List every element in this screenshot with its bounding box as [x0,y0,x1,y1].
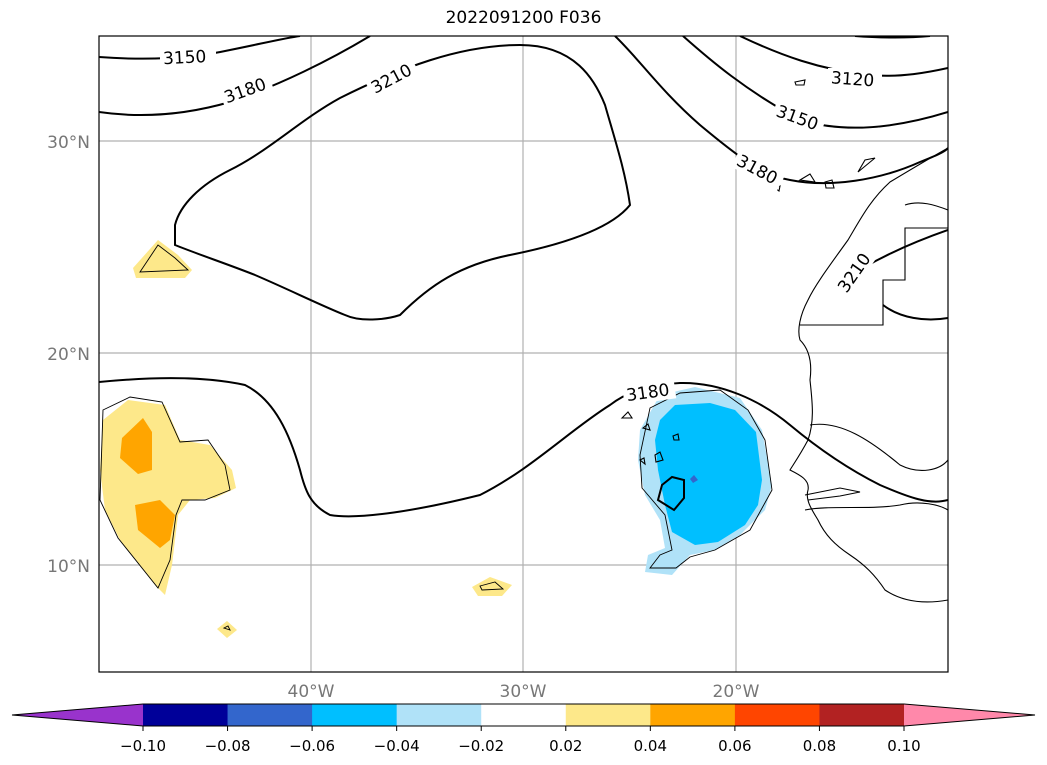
colorbar-tick-label: 0.10 [887,737,920,755]
thick-hexagon [656,475,685,512]
colorbar-tick-label: 0.08 [803,737,836,755]
colorbar-segment [819,704,905,726]
colorbar-tick-label: 0.02 [549,737,582,755]
border-2 [809,423,948,471]
colorbar-segment [143,704,229,726]
colorbar [11,703,1036,727]
gridlines [99,36,948,672]
canaries-2 [798,173,817,183]
orange-patch-north [120,418,152,474]
lon-label-40w: 40°W [288,682,335,702]
darker-blue-dot [690,475,698,483]
contour-3150-west [99,36,301,60]
africa-coast [789,147,948,603]
contour-3210-lower [882,304,948,321]
colorbar-segment [481,704,567,726]
colorbar-extend-low [12,704,143,726]
colorbar-tick-label: −0.04 [374,737,420,755]
coastlines [620,79,948,603]
contour-3180-east [614,36,948,185]
lon-label-30w: 30°W [500,682,547,702]
colorbar-segment [227,704,313,726]
colorbar-segment [312,704,398,726]
lon-label-20w: 20°W [713,682,760,702]
lat-label-10n: 10°N [47,557,90,577]
lat-label-30n: 30°N [47,133,90,153]
yellow-patch-small [217,621,237,638]
colorbar-segment [650,704,736,726]
contour-label-3150-west: 3150 [163,47,207,69]
cape-verde-3 [654,451,664,463]
contour-3180-south [99,377,948,518]
border-3 [804,502,948,511]
canaries-3 [824,179,835,189]
cape-verde-1 [620,411,634,419]
colorbar-segment [734,704,820,726]
map-title: 2022091200 F036 [445,8,602,28]
colorbar-tick-label: −0.08 [205,737,251,755]
canaries-4 [857,157,876,173]
colorbar-ticks: −0.10 −0.08 −0.06 −0.04 −0.02 0.02 0.04 0.06 0.0… [120,726,921,755]
colorbar-tick-label: −0.06 [289,737,335,755]
border-1 [800,227,948,326]
border-4 [904,202,948,211]
cape-verde-4 [672,433,680,441]
orange-patch-south [135,500,175,548]
colorbar-tick-label: −0.02 [458,737,504,755]
colorbar-tick-label: −0.10 [120,737,166,755]
anomaly-contours [99,244,773,631]
shaded-anomalies [100,240,772,638]
yellow-patch-center [472,577,512,596]
cape-verde-2 [641,423,651,431]
colorbar-segment [565,704,651,726]
colorbar-segment [396,704,482,726]
blue-patch [655,403,762,545]
colorbar-tick-label: 0.04 [634,737,667,755]
lat-label-20n: 20°N [47,345,90,365]
colorbar-tick-label: 0.06 [718,737,751,755]
cape-verde-5 [638,457,646,466]
gambia [804,487,861,501]
contour-3210-closed [174,43,632,321]
colorbar-extend-high [904,704,1035,726]
contour-label-3120: 3120 [830,68,875,91]
canaries-1 [794,79,806,86]
map-frame [98,35,949,673]
yellow-patch-north [133,240,192,278]
